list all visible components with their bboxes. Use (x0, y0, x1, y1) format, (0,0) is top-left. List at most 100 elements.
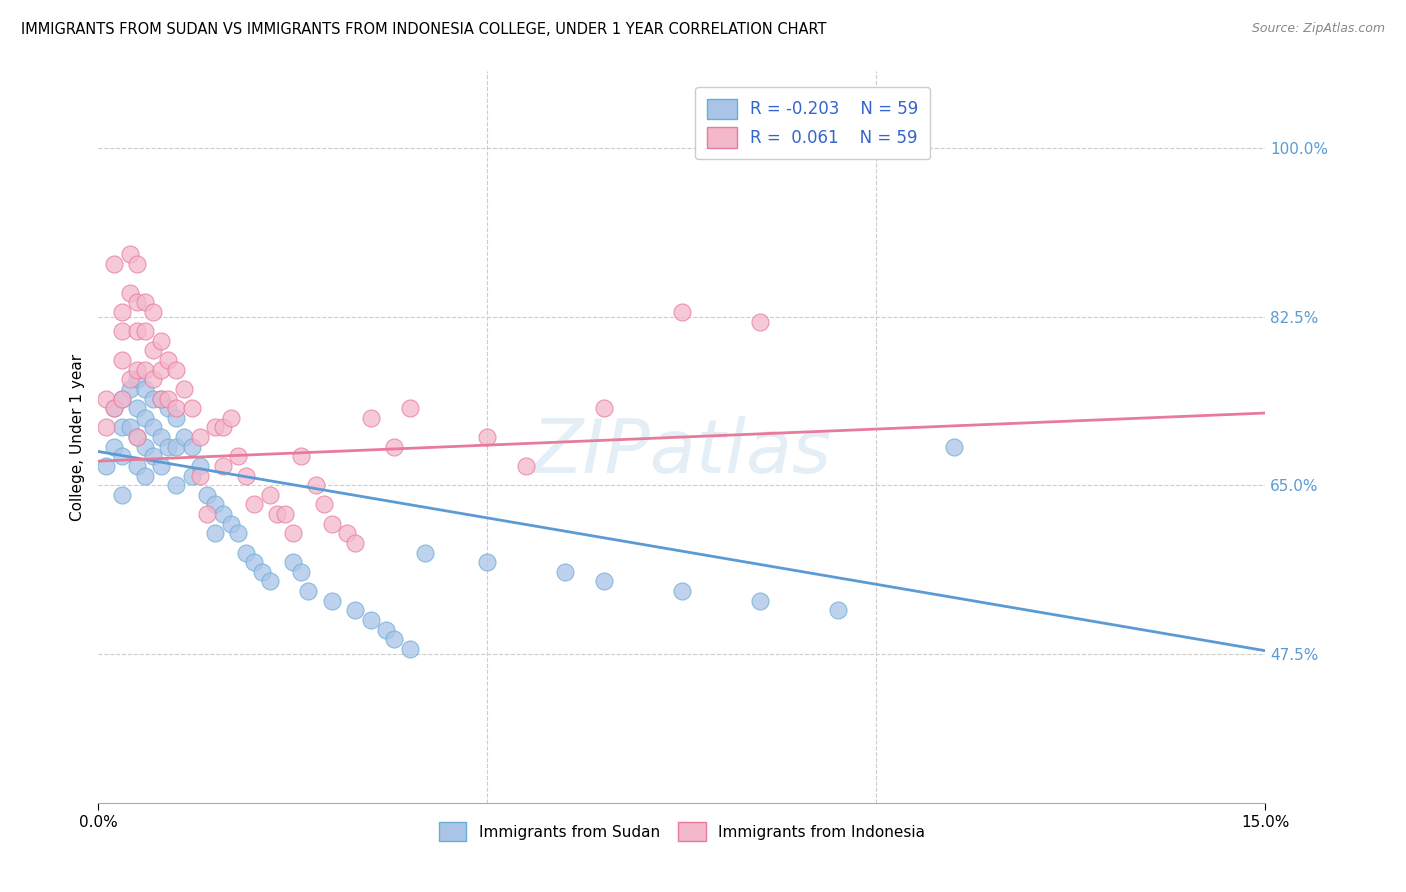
Point (477, 430, 499, 444)
Point (149, 362, 172, 376)
Point (259, 488, 281, 502)
Point (188, 458, 211, 473)
Point (165, 410, 187, 425)
Point (360, 410, 382, 425)
Point (149, 430, 172, 444)
Point (180, 401, 202, 416)
Point (243, 498, 266, 512)
Point (103, 401, 125, 416)
Point (111, 305, 134, 319)
Point (157, 353, 180, 368)
Point (290, 565, 312, 579)
Point (297, 584, 319, 599)
Point (228, 450, 250, 464)
Point (195, 507, 218, 521)
Point (219, 410, 242, 425)
Point (149, 334, 172, 348)
Text: IMMIGRANTS FROM SUDAN VS IMMIGRANTS FROM INDONESIA COLLEGE, UNDER 1 YEAR CORRELA: IMMIGRANTS FROM SUDAN VS IMMIGRANTS FROM… (21, 22, 827, 37)
Point (336, 526, 359, 541)
Point (515, 458, 537, 473)
Point (554, 565, 576, 579)
Point (96, 420, 118, 434)
Point (165, 362, 187, 376)
Point (305, 478, 328, 492)
Point (274, 507, 297, 521)
Point (134, 324, 156, 338)
Point (204, 498, 226, 512)
Point (103, 401, 125, 416)
Point (748, 593, 770, 607)
Point (149, 458, 172, 473)
Point (111, 420, 134, 434)
Point (204, 420, 226, 434)
Point (149, 392, 172, 406)
Point (281, 526, 304, 541)
Point (96, 392, 118, 406)
Point (360, 613, 382, 627)
Point (111, 488, 134, 502)
Point (235, 545, 257, 559)
Point (96, 458, 118, 473)
Point (111, 353, 134, 368)
Point (111, 392, 134, 406)
Point (398, 401, 420, 416)
Point (180, 468, 202, 483)
Point (195, 488, 218, 502)
Point (157, 392, 180, 406)
Point (134, 410, 156, 425)
Point (281, 555, 304, 569)
Point (748, 315, 770, 329)
Point (142, 305, 165, 319)
Point (375, 623, 398, 637)
Point (477, 555, 499, 569)
Point (259, 574, 281, 589)
Point (165, 478, 187, 492)
Text: Source: ZipAtlas.com: Source: ZipAtlas.com (1251, 22, 1385, 36)
Point (173, 430, 195, 444)
Point (111, 392, 134, 406)
Point (290, 450, 312, 464)
Point (134, 468, 156, 483)
Point (266, 507, 288, 521)
Point (127, 295, 149, 310)
Point (312, 498, 335, 512)
Point (321, 593, 343, 607)
Point (157, 440, 180, 454)
Point (173, 382, 195, 396)
Point (134, 362, 156, 376)
Point (212, 420, 235, 434)
Point (142, 450, 165, 464)
Point (943, 440, 966, 454)
Point (180, 440, 202, 454)
Point (671, 584, 693, 599)
Point (321, 516, 343, 531)
Point (142, 392, 165, 406)
Point (188, 430, 211, 444)
Point (204, 526, 226, 541)
Point (157, 401, 180, 416)
Point (127, 458, 149, 473)
Point (103, 440, 125, 454)
Point (593, 574, 616, 589)
Point (127, 372, 149, 386)
Point (111, 450, 134, 464)
Point (127, 362, 149, 376)
Point (188, 468, 211, 483)
Point (413, 545, 436, 559)
Point (382, 440, 405, 454)
Point (127, 430, 149, 444)
Point (142, 420, 165, 434)
Point (149, 392, 172, 406)
Point (103, 257, 125, 271)
Point (127, 401, 149, 416)
Point (344, 603, 367, 617)
Point (827, 603, 849, 617)
Point (250, 565, 273, 579)
Point (235, 468, 257, 483)
Point (165, 440, 187, 454)
Point (219, 516, 242, 531)
Point (134, 382, 156, 396)
Point (382, 632, 405, 647)
Point (165, 401, 187, 416)
Point (118, 372, 141, 386)
